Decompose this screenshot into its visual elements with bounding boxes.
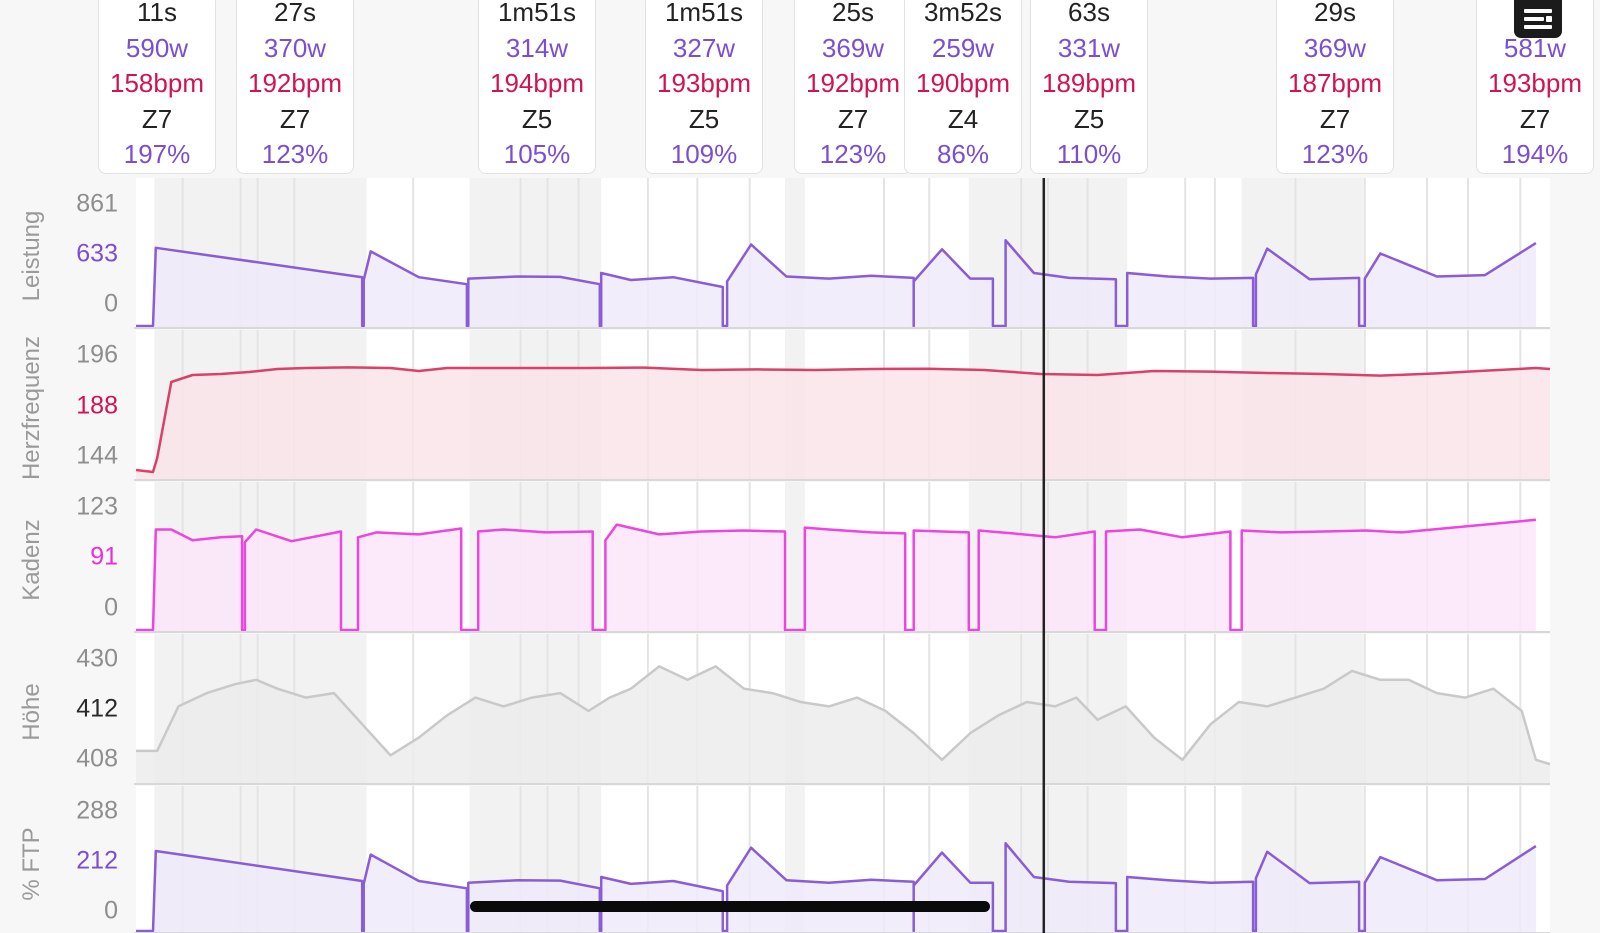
interval-card[interactable]: 1m51s 327w 193bpm Z5 109% bbox=[645, 0, 763, 174]
interval-zone: Z7 bbox=[1319, 103, 1351, 134]
interval-power: 314w bbox=[505, 32, 569, 63]
power-series-line bbox=[136, 239, 1537, 328]
interval-power: 259w bbox=[931, 32, 995, 63]
interval-zone: Z5 bbox=[521, 103, 553, 134]
heart-rate-cursor-value: 188 bbox=[76, 391, 118, 420]
interval-duration: 63s bbox=[1068, 0, 1110, 27]
cadence-area bbox=[136, 519, 1536, 632]
interval-heart-rate: 187bpm bbox=[1288, 68, 1382, 98]
ftp-tick-max: 288 bbox=[76, 796, 118, 825]
interval-duration: 11s bbox=[137, 0, 177, 27]
interval-ftp-percent: 105% bbox=[503, 139, 571, 169]
elevation-tick-min: 408 bbox=[76, 744, 118, 773]
interval-power: 590w bbox=[125, 32, 189, 63]
interval-heart-rate: 189bpm bbox=[1042, 68, 1136, 98]
power-axis-label: Leistung bbox=[18, 210, 45, 302]
interval-power: 369w bbox=[1303, 32, 1367, 63]
cadence-cursor-value: 91 bbox=[90, 542, 118, 571]
interval-zone: Z5 bbox=[688, 103, 720, 134]
interval-zone: Z7 bbox=[1519, 103, 1551, 134]
interval-card[interactable]: 27s 370w 192bpm Z7 123% bbox=[236, 0, 354, 174]
elevation-interval-band bbox=[136, 634, 155, 784]
home-indicator-bar[interactable] bbox=[470, 901, 990, 912]
interval-power: 369w bbox=[821, 32, 885, 63]
interval-power: 370w bbox=[263, 32, 327, 63]
cadence-tick-min: 0 bbox=[104, 593, 118, 622]
interval-ftp-percent: 110% bbox=[1056, 139, 1122, 169]
interval-duration: 27s bbox=[274, 0, 316, 27]
elevation-area bbox=[136, 666, 1550, 784]
ftp-axis-label: % FTP bbox=[18, 827, 45, 901]
cadence-interval-band bbox=[785, 482, 805, 632]
interval-cards-strip: 11s 590w 158bpm Z7 197% 27s 370w 192bpm … bbox=[0, 0, 1600, 180]
interval-duration: 25s bbox=[832, 0, 874, 27]
ftp-cursor-value: 212 bbox=[76, 846, 118, 875]
interval-zone: Z5 bbox=[1073, 103, 1105, 134]
interval-zone: Z7 bbox=[141, 103, 173, 134]
power-interval-band bbox=[136, 178, 155, 328]
power-area bbox=[136, 240, 1536, 328]
cadence-interval-band bbox=[136, 482, 155, 632]
heart-rate-tick-max: 196 bbox=[76, 340, 118, 369]
interval-heart-rate: 158bpm bbox=[110, 68, 204, 98]
heart-rate-series-line bbox=[135, 366, 1551, 474]
elevation-tick-max: 430 bbox=[76, 644, 118, 673]
interval-zone: Z7 bbox=[279, 103, 311, 134]
ftp-tick-min: 0 bbox=[104, 896, 118, 925]
interval-card[interactable]: 25s 369w 192bpm Z7 123% bbox=[794, 0, 912, 174]
heart-rate-tick-min: 144 bbox=[76, 441, 118, 470]
cadence-axis-label: Kadenz bbox=[18, 519, 45, 601]
interval-card[interactable]: 29s 369w 187bpm Z7 123% bbox=[1276, 0, 1394, 174]
power-tick-max: 861 bbox=[76, 189, 118, 218]
power-cursor-value: 633 bbox=[76, 239, 118, 268]
interval-zone: Z4 bbox=[947, 103, 979, 134]
interval-power: 331w bbox=[1057, 32, 1121, 63]
interval-card[interactable]: 63s 331w 189bpm Z5 110% bbox=[1030, 0, 1148, 174]
interval-card[interactable]: 1m51s 314w 194bpm Z5 105% bbox=[478, 0, 596, 174]
interval-heart-rate: 190bpm bbox=[916, 68, 1010, 98]
interval-card[interactable]: 11s 590w 158bpm Z7 197% bbox=[98, 0, 216, 174]
interval-duration: 3m52s bbox=[923, 0, 1003, 27]
interval-ftp-percent: 123% bbox=[819, 139, 887, 169]
interval-duration: 29s bbox=[1314, 0, 1356, 27]
elevation-axis-label: Höhe bbox=[18, 683, 45, 741]
ftp-interval-band bbox=[136, 786, 155, 933]
interval-zone: Z7 bbox=[837, 103, 869, 134]
interval-duration: 1m51s bbox=[664, 0, 744, 27]
heart-rate-axis-label: Herzfrequenz bbox=[18, 335, 45, 481]
interval-heart-rate: 194bpm bbox=[490, 68, 584, 98]
interval-ftp-percent: 86% bbox=[936, 139, 990, 169]
interval-duration: 1m51s bbox=[497, 0, 577, 27]
interval-heart-rate: 193bpm bbox=[1488, 68, 1582, 98]
cadence-tick-max: 123 bbox=[76, 492, 118, 521]
elevation-series-line bbox=[136, 665, 1551, 766]
heart-rate-area bbox=[136, 367, 1550, 480]
interval-ftp-percent: 123% bbox=[261, 139, 329, 169]
cadence-series-line bbox=[136, 518, 1537, 632]
interval-ftp-percent: 197% bbox=[123, 139, 191, 169]
interval-ftp-percent: 109% bbox=[670, 139, 738, 169]
interval-heart-rate: 192bpm bbox=[806, 68, 900, 98]
interval-card[interactable]: 3m52s 259w 190bpm Z4 86% bbox=[904, 0, 1022, 174]
interval-ftp-percent: 194% bbox=[1501, 139, 1569, 169]
elevation-cursor-value: 412 bbox=[76, 694, 118, 723]
interval-heart-rate: 192bpm bbox=[248, 68, 342, 98]
interval-power: 327w bbox=[672, 32, 736, 63]
list-menu-icon[interactable] bbox=[1514, 0, 1562, 38]
interval-heart-rate: 193bpm bbox=[657, 68, 751, 98]
power-tick-min: 0 bbox=[104, 289, 118, 318]
interval-ftp-percent: 123% bbox=[1301, 139, 1369, 169]
heart-rate-interval-band bbox=[136, 330, 155, 480]
